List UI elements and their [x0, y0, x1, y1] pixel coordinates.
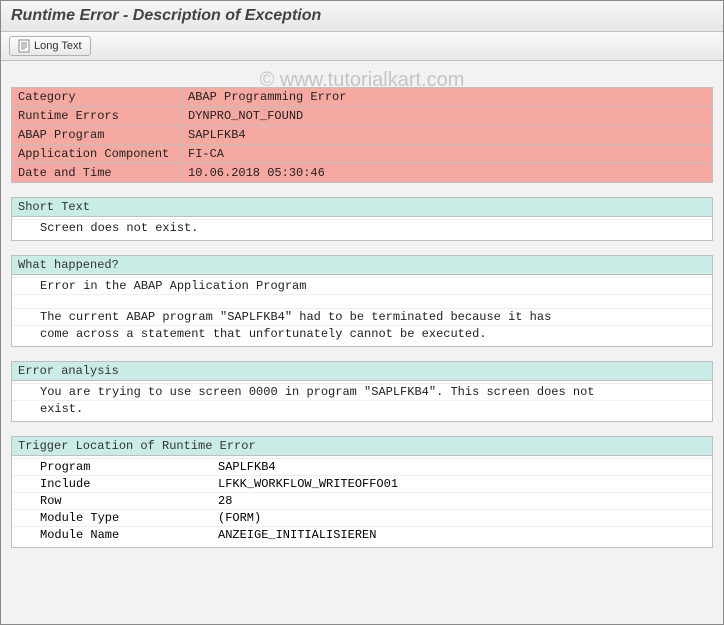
info-value: ABAP Programming Error [182, 88, 713, 107]
info-value: SAPLFKB4 [182, 126, 713, 145]
text-line: come across a statement that unfortunate… [12, 325, 712, 342]
text-line: Error in the ABAP Application Program [12, 277, 712, 294]
section-header: Short Text [12, 198, 712, 217]
kv-value: LFKK_WORKFLOW_WRITEOFFO01 [212, 476, 712, 493]
kv-key: Module Type [12, 510, 212, 527]
text-line: exist. [12, 400, 712, 417]
kv-value: ANZEIGE_INITIALISIEREN [212, 527, 712, 544]
table-row: Module Type(FORM) [12, 510, 712, 527]
text-line: You are trying to use screen 0000 in pro… [12, 383, 712, 400]
info-label: Runtime Errors [12, 107, 182, 126]
section-header: Trigger Location of Runtime Error [12, 437, 712, 456]
kv-value: 28 [212, 493, 712, 510]
text-line: The current ABAP program "SAPLFKB4" had … [12, 308, 712, 325]
kv-key: Module Name [12, 527, 212, 544]
table-row: Runtime ErrorsDYNPRO_NOT_FOUND [12, 107, 713, 126]
toolbar: Long Text [1, 32, 723, 61]
kv-key: Row [12, 493, 212, 510]
table-row: IncludeLFKK_WORKFLOW_WRITEOFFO01 [12, 476, 712, 493]
table-row: Row28 [12, 493, 712, 510]
section-header: Error analysis [12, 362, 712, 381]
info-label: Application Component [12, 145, 182, 164]
table-row: CategoryABAP Programming Error [12, 88, 713, 107]
section-header: What happened? [12, 256, 712, 275]
info-value: 10.06.2018 05:30:46 [182, 164, 713, 183]
content-area: © www.tutorialkart.com CategoryABAP Prog… [1, 61, 723, 624]
title-bar: Runtime Error - Description of Exception [1, 1, 723, 32]
info-value: FI-CA [182, 145, 713, 164]
kv-value: SAPLFKB4 [212, 459, 712, 476]
document-icon [18, 39, 30, 53]
text-line [12, 294, 712, 308]
info-label: ABAP Program [12, 126, 182, 145]
kv-key: Include [12, 476, 212, 493]
table-row: Application ComponentFI-CA [12, 145, 713, 164]
section-trigger-location: Trigger Location of Runtime Error Progra… [11, 436, 713, 548]
text-line: Screen does not exist. [12, 219, 712, 236]
info-value: DYNPRO_NOT_FOUND [182, 107, 713, 126]
table-row: Module NameANZEIGE_INITIALISIEREN [12, 527, 712, 544]
section-error-analysis: Error analysis You are trying to use scr… [11, 361, 713, 422]
long-text-label: Long Text [34, 40, 82, 52]
table-row: Date and Time10.06.2018 05:30:46 [12, 164, 713, 183]
page-title: Runtime Error - Description of Exception [11, 7, 321, 24]
table-row: ABAP ProgramSAPLFKB4 [12, 126, 713, 145]
kv-key: Program [12, 459, 212, 476]
info-label: Date and Time [12, 164, 182, 183]
section-short-text: Short Text Screen does not exist. [11, 197, 713, 241]
section-what-happened: What happened? Error in the ABAP Applica… [11, 255, 713, 347]
info-table: CategoryABAP Programming ErrorRuntime Er… [11, 87, 713, 183]
table-row: ProgramSAPLFKB4 [12, 459, 712, 476]
long-text-button[interactable]: Long Text [9, 36, 91, 56]
info-label: Category [12, 88, 182, 107]
kv-value: (FORM) [212, 510, 712, 527]
